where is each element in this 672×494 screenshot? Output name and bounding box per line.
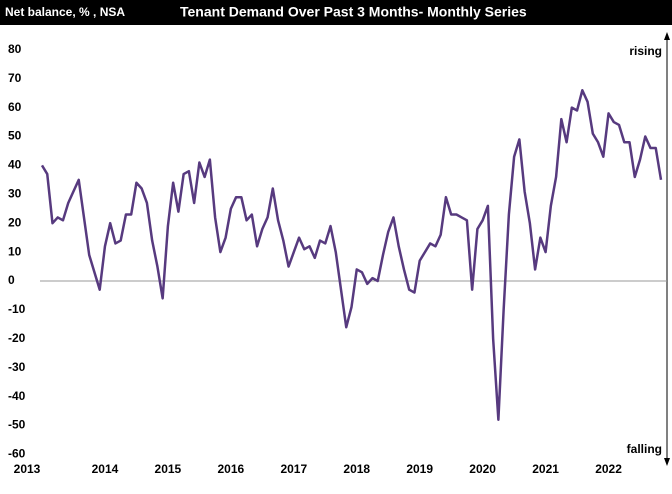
x-tick-label: 2015	[155, 462, 182, 476]
annotation-rising: rising	[629, 44, 662, 58]
y-tick-label: 20	[8, 215, 22, 229]
x-tick-label: 2020	[469, 462, 496, 476]
arrow-down	[664, 458, 670, 466]
x-tick-label: 2022	[595, 462, 622, 476]
x-tick-label: 2016	[217, 462, 244, 476]
data-line	[40, 89, 663, 421]
y-tick-label: -40	[8, 389, 26, 403]
y-tick-label: 40	[8, 158, 22, 172]
y-tick-label: 80	[8, 42, 22, 56]
y-tick-label: 10	[8, 244, 22, 258]
y-tick-label: -50	[8, 418, 26, 432]
y-tick-label: 50	[8, 129, 22, 143]
y-tick-label: 0	[8, 273, 15, 287]
x-tick-label: 2017	[280, 462, 307, 476]
y-tick-label: -20	[8, 331, 26, 345]
y-tick-label: 60	[8, 100, 22, 114]
annotation-falling: falling	[627, 442, 662, 456]
header-bar	[0, 0, 672, 25]
x-tick-label: 2013	[14, 462, 41, 476]
y-tick-label: 70	[8, 71, 22, 85]
chart-title: Tenant Demand Over Past 3 Months- Monthl…	[180, 4, 527, 20]
x-tick-label: 2018	[343, 462, 370, 476]
y-tick-label: 30	[8, 186, 22, 200]
y-tick-label: -30	[8, 360, 26, 374]
x-tick-label: 2021	[532, 462, 559, 476]
y-tick-label: -10	[8, 302, 26, 316]
y-tick-label: -60	[8, 447, 26, 461]
x-tick-label: 2014	[92, 462, 119, 476]
x-tick-label: 2019	[406, 462, 433, 476]
arrow-up	[664, 32, 670, 40]
chart-subtitle: Net balance, % , NSA	[5, 5, 125, 19]
